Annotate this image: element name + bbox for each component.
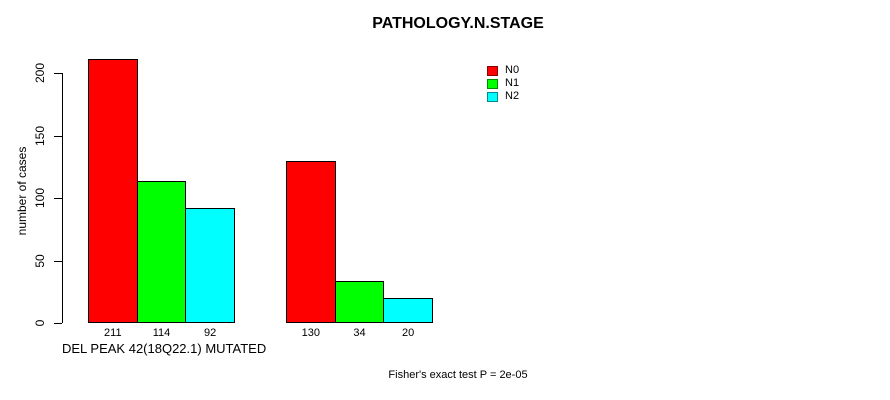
bar-n0-group2	[286, 160, 336, 323]
chart-title: PATHOLOGY.N.STAGE	[372, 15, 544, 32]
legend-row-n2: N2	[487, 90, 519, 103]
x-axis-title: DEL PEAK 42(18Q22.1) MUTATED	[62, 341, 267, 356]
y-tick-label-200: 200	[33, 62, 47, 84]
y-tick-label-100: 100	[33, 187, 47, 209]
bar-n2-group2	[383, 298, 433, 323]
legend-label-n0: N0	[505, 64, 520, 76]
bar-n2-group1	[185, 208, 235, 323]
legend-row-n0: N0	[487, 64, 519, 77]
legend-label-n2: N2	[505, 90, 520, 102]
y-tick-mark-0	[54, 323, 62, 324]
bar-value-n0-group1: 211	[104, 327, 122, 339]
y-tick-label-50: 50	[33, 253, 47, 268]
y-tick-mark-50	[54, 260, 62, 262]
y-tick-mark-100	[54, 198, 62, 199]
bar-n1-group1	[136, 180, 187, 323]
bar-value-n2-group1: 92	[204, 327, 217, 339]
bar-value-n1-group2: 34	[353, 327, 366, 339]
bar-n0-group1	[88, 59, 138, 323]
y-tick-label-0: 0	[33, 319, 47, 327]
legend-swatch-n1	[487, 78, 498, 89]
legend-swatch-n2	[487, 91, 498, 102]
bar-value-n0-group2: 130	[301, 327, 320, 339]
bar-value-n2-group2: 20	[402, 327, 415, 339]
legend-swatch-n0	[487, 65, 498, 76]
bar-n1-group2	[334, 280, 385, 323]
y-tick-label-150: 150	[33, 125, 47, 146]
legend-row-n1: N1	[487, 77, 519, 90]
y-tick-mark-150	[54, 135, 62, 137]
fisher-test-annotation: Fisher's exact test P = 2e-05	[388, 369, 528, 381]
y-axis-title: number of cases	[15, 146, 29, 236]
legend: N0 N1 N2	[487, 64, 519, 103]
bar-value-n1-group1: 114	[152, 327, 171, 339]
legend-label-n1: N1	[505, 77, 520, 89]
y-axis-line	[62, 73, 63, 323]
y-tick-mark-200	[54, 73, 62, 74]
